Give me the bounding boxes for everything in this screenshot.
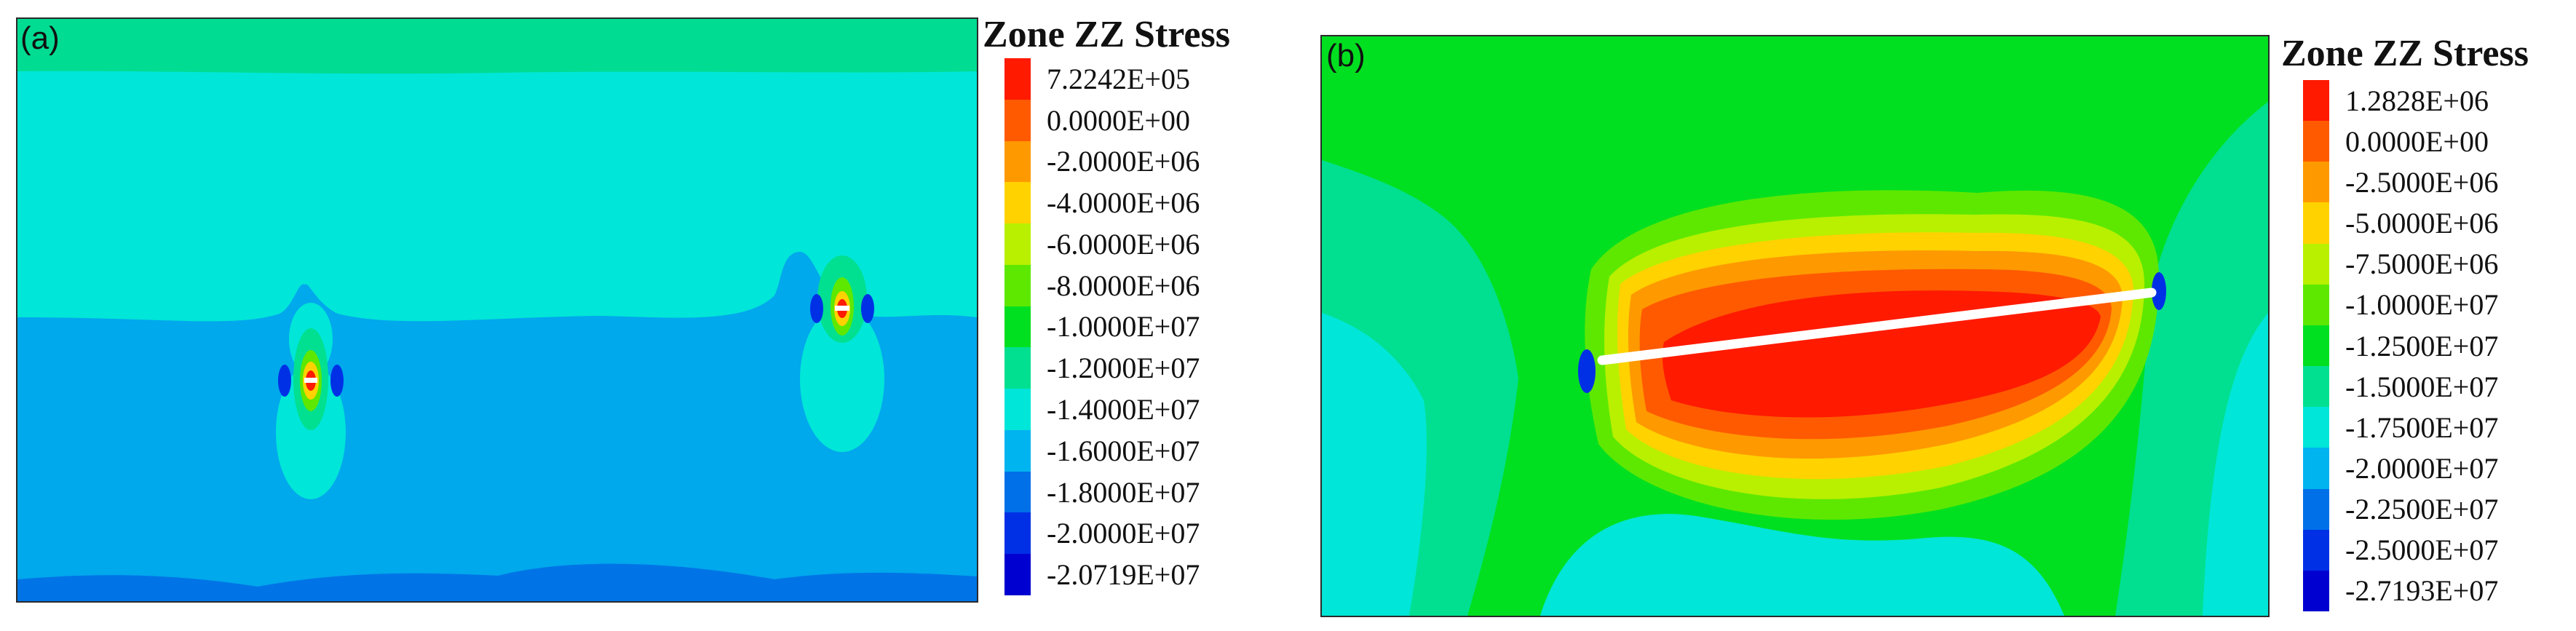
stress-band-bottom: [17, 563, 977, 601]
legend-swatch: [1004, 389, 1031, 430]
legend-swatch: [1004, 554, 1031, 595]
legend-swatch: [1004, 264, 1031, 306]
legend-value: -1.2000E+07: [1047, 352, 1200, 385]
crack-line: [1597, 287, 2157, 365]
legend-swatch: [2303, 570, 2329, 612]
panel-a-legend: Zone ZZ Stress 7.2242E+05 0.0000E+00 -2.00…: [983, 13, 1296, 595]
panel-b-contour-plot: [1320, 35, 2270, 617]
legend-value: -6.0000E+06: [1047, 227, 1200, 261]
legend-swatch: [2303, 243, 2329, 285]
legend-value: -2.5000E+06: [2345, 165, 2499, 199]
legend-value: -4.0000E+06: [1047, 186, 1200, 220]
stress-region-bottom: [1540, 514, 2064, 616]
legend-value: -1.5000E+07: [2345, 370, 2499, 403]
legend-value: -2.0000E+07: [2345, 451, 2499, 485]
legend-swatch: [2303, 366, 2329, 408]
legend-value: -1.6000E+07: [1047, 434, 1200, 467]
panel-b-legend-title: Zone ZZ Stress: [2281, 33, 2529, 74]
legend-swatch: [1004, 99, 1031, 141]
legend-swatch: [2303, 529, 2329, 571]
legend-swatch: [1004, 471, 1031, 513]
legend-swatch: [2303, 162, 2329, 203]
legend-value: -1.7500E+07: [2345, 410, 2499, 444]
legend-value: 0.0000E+00: [2345, 124, 2489, 158]
legend-swatch: [2303, 448, 2329, 489]
legend-swatch: [1004, 512, 1031, 555]
defect-left-crack: [304, 378, 317, 383]
legend-swatch: [2303, 121, 2329, 162]
defect-left-concentration: [276, 303, 346, 499]
legend-value: 7.2242E+05: [1047, 62, 1190, 95]
legend-value: -8.0000E+06: [1047, 269, 1200, 302]
crack-tip-right-low: [2152, 272, 2166, 310]
stress-region-left-inner: [1322, 313, 1427, 616]
panel-a-label: (a): [20, 20, 60, 56]
legend-value: -1.4000E+07: [1047, 393, 1200, 426]
panel-b-legend-values: 1.2828E+06 0.0000E+00 -2.5000E+06 -5.0000E+…: [2345, 80, 2498, 611]
legend-swatch: [1004, 223, 1031, 265]
panel-a-contour-plot: [16, 17, 978, 603]
legend-value: -2.0000E+06: [1047, 145, 1200, 178]
stress-region-right-inner: [2203, 313, 2268, 616]
legend-value: -2.5000E+07: [2345, 533, 2499, 567]
panel-b-colorbar: [2303, 80, 2329, 612]
panel-a-colorbar: [1004, 58, 1031, 595]
legend-swatch: [2303, 407, 2329, 448]
panel-a-legend-title: Zone ZZ Stress: [983, 14, 1230, 55]
legend-swatch: [2303, 284, 2329, 325]
stress-band-middle: [17, 19, 977, 322]
defect-right-crack: [835, 306, 849, 311]
legend-swatch: [2303, 325, 2329, 367]
legend-value: -5.0000E+06: [2345, 207, 2499, 240]
legend-value: -1.8000E+07: [1047, 475, 1200, 509]
legend-value: -1.2500E+07: [2345, 329, 2499, 362]
legend-value: -2.2500E+07: [2345, 493, 2499, 526]
legend-value: -2.0719E+07: [1047, 558, 1200, 592]
panel-a-stress-field: [17, 19, 977, 601]
legend-value: 1.2828E+06: [2345, 84, 2489, 117]
legend-swatch: [1004, 429, 1031, 472]
legend-swatch: [1004, 347, 1031, 389]
defect-right-concentration: [800, 255, 884, 452]
legend-swatch: [1004, 306, 1031, 348]
legend-swatch: [2303, 80, 2329, 122]
legend-value: -1.0000E+07: [2345, 288, 2499, 322]
stress-band-top: [17, 19, 977, 74]
legend-value: -2.7193E+07: [2345, 574, 2499, 608]
crack-tip-left-low: [1578, 349, 1596, 393]
legend-swatch: [1004, 58, 1031, 100]
legend-swatch: [1004, 140, 1031, 183]
legend-value: 0.0000E+00: [1047, 103, 1190, 137]
panel-a-legend-values: 7.2242E+05 0.0000E+00 -2.0000E+06 -4.0000E+…: [1047, 58, 1200, 595]
legend-swatch: [2303, 202, 2329, 244]
legend-value: -2.0000E+07: [1047, 517, 1200, 550]
panel-b-label: (b): [1326, 38, 1366, 74]
legend-swatch: [2303, 488, 2329, 530]
legend-value: -7.5000E+06: [2345, 247, 2499, 281]
panel-b-legend: Zone ZZ Stress 1.2828E+06 0.0000E+00 -2.50…: [2281, 32, 2572, 622]
panel-b-stress-field: [1322, 36, 2268, 616]
legend-swatch: [1004, 182, 1031, 224]
legend-value: -1.0000E+07: [1047, 310, 1200, 344]
